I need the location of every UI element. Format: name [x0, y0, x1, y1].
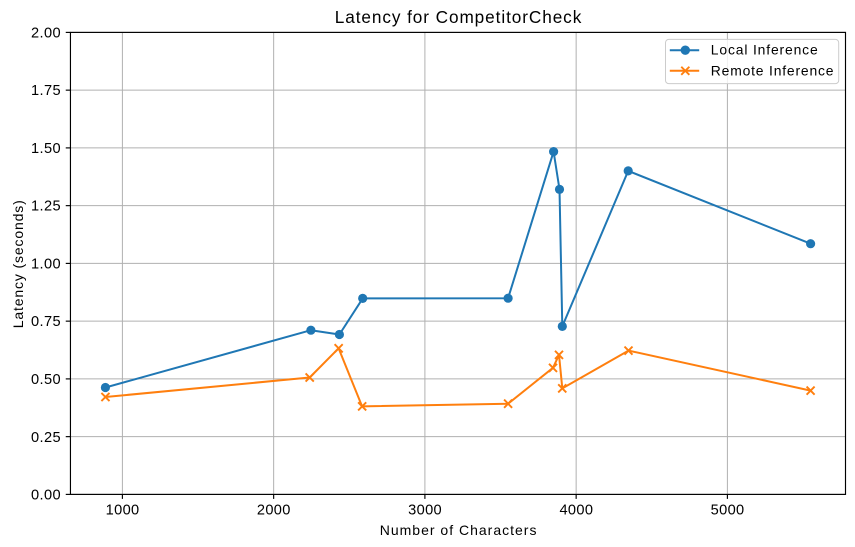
- svg-text:1.75: 1.75: [31, 83, 61, 99]
- svg-text:1.00: 1.00: [31, 257, 61, 273]
- svg-text:Local Inference: Local Inference: [711, 42, 819, 58]
- svg-text:4000: 4000: [559, 503, 593, 519]
- svg-text:3000: 3000: [408, 503, 442, 519]
- svg-text:Remote Inference: Remote Inference: [711, 62, 835, 78]
- svg-text:0.50: 0.50: [31, 372, 61, 388]
- svg-text:2000: 2000: [257, 503, 291, 519]
- svg-text:Latency for CompetitorCheck: Latency for CompetitorCheck: [335, 7, 582, 27]
- svg-text:1.50: 1.50: [31, 141, 61, 157]
- svg-text:0.00: 0.00: [31, 488, 61, 504]
- svg-text:Latency (seconds): Latency (seconds): [10, 199, 26, 328]
- svg-text:0.75: 0.75: [31, 314, 61, 330]
- svg-text:1.25: 1.25: [31, 199, 61, 215]
- svg-text:5000: 5000: [711, 503, 745, 519]
- svg-text:1000: 1000: [106, 503, 140, 519]
- svg-text:Number of Characters: Number of Characters: [380, 522, 538, 538]
- svg-text:0.25: 0.25: [31, 430, 61, 446]
- svg-text:2.00: 2.00: [31, 26, 61, 42]
